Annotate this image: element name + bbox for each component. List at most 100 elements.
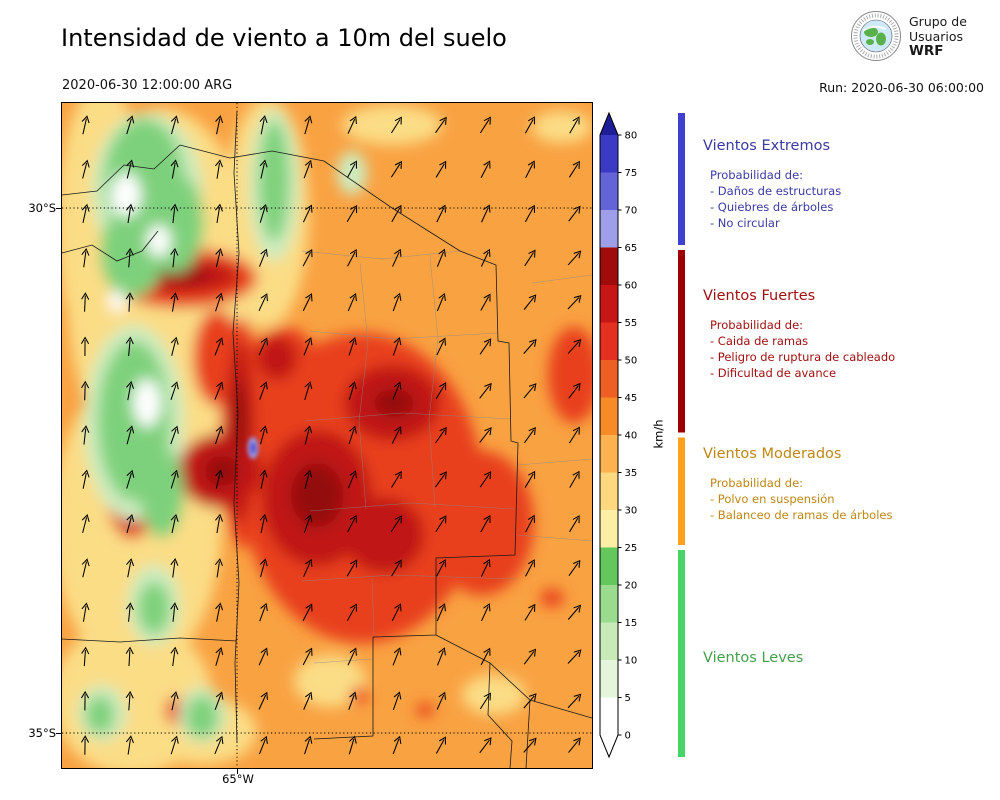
wind-arrow <box>392 735 402 755</box>
wind-arrow <box>348 381 357 401</box>
wind-arrow <box>480 293 491 311</box>
wind-arrow <box>126 159 135 179</box>
wind-arrow <box>214 381 224 400</box>
wind-arrow <box>214 337 224 356</box>
wind-arrow <box>125 735 134 755</box>
category-fuertes: Vientos Fuertes Probabilidad de: - Caida d… <box>703 288 895 381</box>
lon-tick-65w <box>237 769 238 774</box>
colorbar-segment <box>600 397 618 435</box>
colorbar-segment <box>600 547 618 585</box>
colorbar-segment <box>600 172 618 210</box>
wind-arrow <box>480 514 491 533</box>
wind-arrow <box>126 514 135 533</box>
wind-arrow <box>390 515 403 532</box>
lat-tick-30s <box>56 208 61 209</box>
wind-arrow <box>479 427 492 443</box>
wind-arrow <box>435 515 447 532</box>
category-moderados: Vientos Moderados Probabilidad de: - Polvo… <box>703 446 892 523</box>
wind-arrow <box>523 737 537 753</box>
wind-arrow <box>435 471 447 488</box>
category-extremos: Vientos Extremos Probabilidad de: - Daños … <box>703 138 841 231</box>
wind-arrow <box>391 204 402 223</box>
wind-arrow <box>524 116 536 134</box>
wind-arrow <box>347 115 357 134</box>
wind-arrow <box>170 602 179 622</box>
category-title-fuertes: Vientos Fuertes <box>703 288 816 304</box>
wind-arrow <box>80 336 90 357</box>
wind-arrow <box>479 471 492 488</box>
wind-arrow <box>567 250 582 266</box>
wind-arrow <box>304 425 313 445</box>
wind-arrow <box>81 735 90 755</box>
colorbar-segment <box>600 285 618 323</box>
wind-arrow <box>303 514 313 533</box>
province-boundaries <box>62 110 592 768</box>
wind-arrow <box>259 513 268 534</box>
wind-arrow <box>125 247 134 268</box>
wind-arrow <box>567 693 582 709</box>
category-title-moderados: Vientos Moderados <box>703 446 842 462</box>
colorbar-over-arrow <box>600 113 618 135</box>
wind-arrow <box>347 292 357 312</box>
wind-arrow <box>523 294 537 310</box>
wind-arrow <box>524 249 536 267</box>
wind-arrow <box>125 690 134 711</box>
wind-arrow <box>523 648 537 665</box>
wind-arrow <box>259 425 268 445</box>
wind-arrow <box>215 646 224 666</box>
wind-arrow <box>214 425 224 445</box>
wind-arrow <box>81 115 90 135</box>
category-effect-item: - Polvo en suspensión <box>710 492 835 506</box>
category-bar-extremos <box>678 113 685 245</box>
wind-arrow <box>215 292 224 312</box>
wind-arrow <box>569 515 580 533</box>
colorbar-tick-label: 60 <box>625 281 638 292</box>
wind-arrow <box>170 381 179 400</box>
globe-icon <box>851 11 901 61</box>
wind-arrow <box>170 735 179 755</box>
wind-arrow <box>81 425 90 445</box>
category-effect-item: - Daños de estructuras <box>710 184 842 198</box>
wind-arrow <box>568 160 580 178</box>
colorbar-segment <box>600 135 618 173</box>
wind-arrow <box>523 338 537 354</box>
wind-arrow <box>258 735 268 755</box>
category-leves: Vientos Leves <box>703 650 803 679</box>
wind-arrow <box>391 603 402 622</box>
wind-arrow <box>304 735 313 755</box>
wind-arrow <box>481 603 491 622</box>
colorbar-segment <box>600 660 618 698</box>
category-effect-item: - Dificultad de avance <box>710 366 837 380</box>
category-effect-item: - Caida de ramas <box>710 334 809 348</box>
wind-arrow <box>346 603 358 621</box>
wind-arrow <box>125 203 134 224</box>
wind-arrow <box>214 691 224 710</box>
logo-text-line2: Usuarios <box>909 29 964 44</box>
wind-arrow <box>303 337 313 356</box>
wind-arrow <box>170 247 179 268</box>
wind-arrow <box>436 691 446 710</box>
colorbar-tick-label: 35 <box>625 468 638 479</box>
wind-arrow <box>347 514 358 533</box>
wind-arrow <box>304 381 313 401</box>
colorbar-tick-label: 20 <box>625 581 638 592</box>
wind-arrow <box>215 115 224 135</box>
wind-arrow <box>479 338 492 355</box>
colorbar-tick-label: 15 <box>625 618 638 629</box>
wind-field-blobs <box>62 103 592 768</box>
wind-arrow <box>523 383 537 399</box>
wind-arrow <box>436 647 446 666</box>
wind-arrow <box>81 203 90 223</box>
wind-arrow <box>170 292 179 312</box>
wind-arrow <box>214 159 223 179</box>
colorbar-unit-label: km/h <box>651 419 666 449</box>
wind-arrow <box>525 160 536 178</box>
colorbar-tick-label: 80 <box>625 131 638 142</box>
colorbar-tick-label: 5 <box>625 693 631 704</box>
colorbar-segment <box>600 472 618 510</box>
graticule-lines <box>62 103 592 768</box>
colorbar-tick-label: 0 <box>625 731 631 742</box>
wind-arrow <box>126 558 135 578</box>
wind-arrow <box>391 426 402 444</box>
